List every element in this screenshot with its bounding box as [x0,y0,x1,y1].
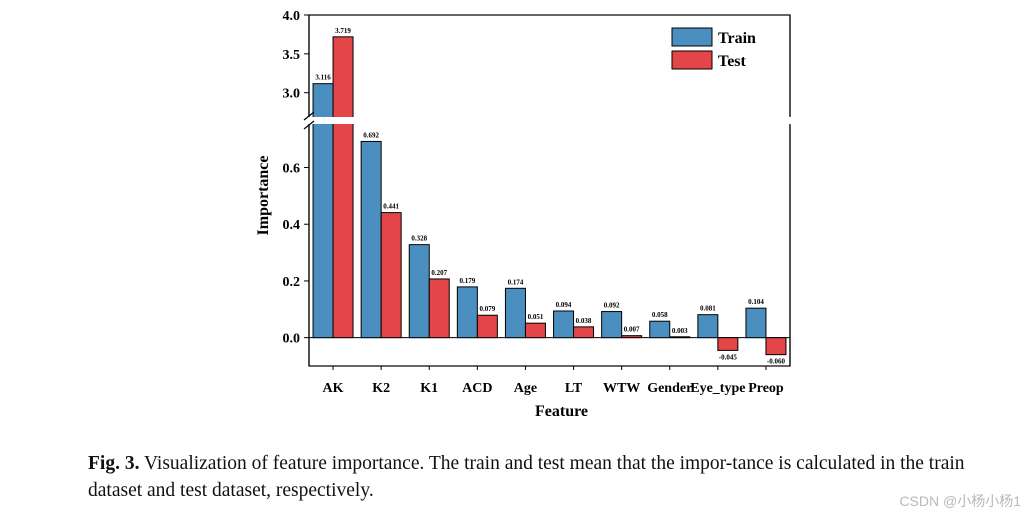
data-label-train-gender: 0.058 [652,311,668,319]
caption-label: Fig. 3. [88,453,140,474]
y-tick-label: 0.6 [283,162,301,177]
bar-train-preop [745,307,767,339]
watermark: CSDN @小杨小杨1 [899,493,1021,509]
figure-caption: Fig. 3. Visualization of feature importa… [88,450,968,504]
x-tick-label-preop: Preop [748,381,784,396]
legend-label-test: Test [718,53,747,70]
bar-train-gender [649,320,671,339]
bar-train-acd [456,286,478,339]
data-label-train-ak: 3.116 [315,74,331,82]
bar-test-eye_type [717,337,739,351]
bar-train-k2 [360,140,382,339]
legend-swatch-train [671,27,713,47]
x-tick-label-k2: K2 [372,381,390,396]
bar-test-acd [476,314,498,339]
data-label-train-lt: 0.094 [556,301,572,309]
x-tick-label-wtw: WTW [603,381,640,396]
data-label-test-age: 0.051 [528,313,544,321]
x-tick-label-gender: Gender [647,381,692,396]
x-tick-label-k1: K1 [420,381,438,396]
data-label-train-eye_type: 0.081 [700,305,716,313]
bar-train-age [504,287,526,339]
caption-text: Visualization of feature importance. The… [88,453,965,501]
bar-train-lt [553,310,575,339]
bar-train-wtw [601,311,623,339]
data-label-train-acd: 0.179 [459,277,475,285]
data-label-test-k2: 0.441 [383,203,399,211]
data-label-train-wtw: 0.092 [604,302,620,310]
bar-test-k2 [380,212,402,339]
data-label-test-k1: 0.207 [431,269,447,277]
data-label-test-gender: 0.003 [672,327,688,335]
bar-test-age [524,322,546,339]
data-label-test-eye_type: -0.045 [719,353,738,361]
y-tick-label: 0.4 [283,218,301,233]
y-tick-label: 3.5 [283,48,301,63]
y-tick-label: 0.2 [283,275,301,290]
bar-test-preop [765,337,787,356]
x-tick-label-age: Age [514,381,537,396]
bar-train-k1 [408,244,430,339]
data-label-test-lt: 0.038 [576,317,592,325]
data-label-train-k2: 0.692 [363,131,379,139]
x-tick-label-eye_type: Eye_type [690,381,745,396]
data-label-test-wtw: 0.007 [624,326,640,334]
feature-importance-chart: 3.116 0.692 0.328 0.179 0.174 0.094 0.092 0.058… [255,9,792,420]
x-tick-label-acd: ACD [462,381,492,396]
x-axis-title: Feature [535,403,588,420]
x-tick-label-ak: AK [323,381,344,396]
legend-swatch-test [671,50,713,70]
axis-break-band [307,117,792,124]
x-tick-label-lt: LT [565,381,583,396]
data-label-train-k1: 0.328 [411,235,427,243]
data-label-test-acd: 0.079 [479,305,495,313]
legend-label-train: Train [718,30,756,47]
bar-train-eye_type [697,314,719,339]
bar-test-gender [669,336,691,339]
y-axis-title: Importance [255,156,272,236]
y-tick-label: 0.0 [283,332,301,347]
data-label-train-preop: 0.104 [748,298,764,306]
bar-test-k1 [428,278,450,339]
y-tick-label: 4.0 [283,9,301,24]
data-label-test-preop: -0.060 [767,358,786,366]
data-label-test-ak: 3.719 [335,27,351,35]
y-tick-label: 3.0 [283,87,301,102]
bar-test-wtw [621,335,643,339]
bar-test-lt [573,326,595,339]
bar-test-ak [332,36,354,339]
data-label-train-age: 0.174 [508,278,524,286]
